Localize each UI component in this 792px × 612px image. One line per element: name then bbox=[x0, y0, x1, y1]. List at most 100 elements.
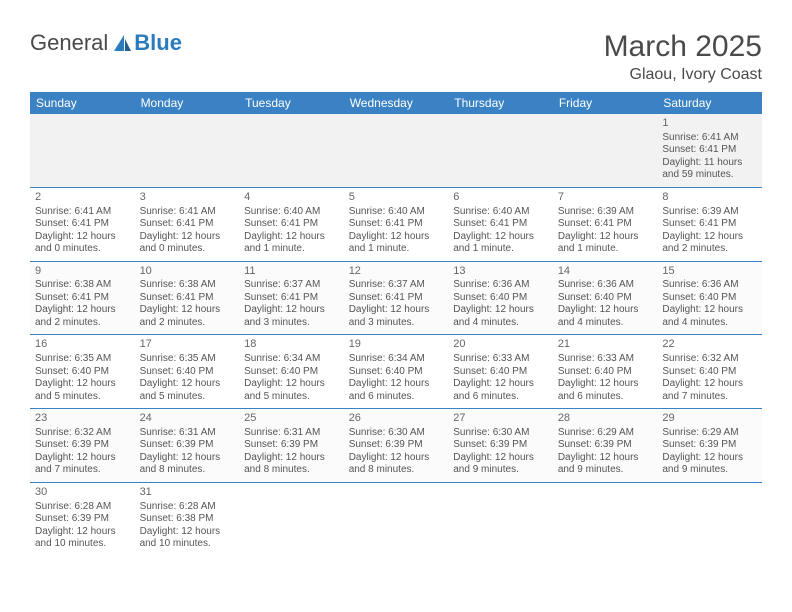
day-number: 1 bbox=[662, 117, 757, 131]
day-number: 21 bbox=[558, 338, 653, 352]
sunrise-text: Sunrise: 6:30 AM bbox=[349, 427, 444, 440]
calendar-day-cell: 4Sunrise: 6:40 AMSunset: 6:41 PMDaylight… bbox=[239, 187, 344, 261]
sunset-text: Sunset: 6:40 PM bbox=[453, 292, 548, 305]
calendar-day-cell: 6Sunrise: 6:40 AMSunset: 6:41 PMDaylight… bbox=[448, 187, 553, 261]
title-block: March 2025 Glaou, Ivory Coast bbox=[604, 30, 762, 84]
month-title: March 2025 bbox=[604, 30, 762, 64]
page-header: General Blue March 2025 Glaou, Ivory Coa… bbox=[30, 30, 762, 84]
calendar-day-cell bbox=[448, 114, 553, 187]
day-number: 23 bbox=[35, 412, 130, 426]
sunrise-text: Sunrise: 6:34 AM bbox=[244, 353, 339, 366]
calendar-day-cell: 29Sunrise: 6:29 AMSunset: 6:39 PMDayligh… bbox=[657, 409, 762, 483]
daylight-text: Daylight: 12 hours and 8 minutes. bbox=[140, 452, 235, 477]
location-subtitle: Glaou, Ivory Coast bbox=[604, 66, 762, 84]
day-number: 28 bbox=[558, 412, 653, 426]
calendar-day-cell bbox=[553, 114, 658, 187]
calendar-day-cell: 9Sunrise: 6:38 AMSunset: 6:41 PMDaylight… bbox=[30, 261, 135, 335]
sunrise-text: Sunrise: 6:31 AM bbox=[140, 427, 235, 440]
calendar-day-cell: 1Sunrise: 6:41 AMSunset: 6:41 PMDaylight… bbox=[657, 114, 762, 187]
sunset-text: Sunset: 6:41 PM bbox=[35, 292, 130, 305]
sunrise-text: Sunrise: 6:29 AM bbox=[558, 427, 653, 440]
sunset-text: Sunset: 6:40 PM bbox=[662, 366, 757, 379]
day-number: 16 bbox=[35, 338, 130, 352]
calendar-day-cell: 15Sunrise: 6:36 AMSunset: 6:40 PMDayligh… bbox=[657, 261, 762, 335]
weekday-header-row: Sunday Monday Tuesday Wednesday Thursday… bbox=[30, 92, 762, 114]
sunrise-text: Sunrise: 6:34 AM bbox=[349, 353, 444, 366]
sunrise-text: Sunrise: 6:28 AM bbox=[140, 501, 235, 514]
daylight-text: Daylight: 12 hours and 5 minutes. bbox=[244, 378, 339, 403]
day-number: 10 bbox=[140, 265, 235, 279]
day-number: 12 bbox=[349, 265, 444, 279]
daylight-text: Daylight: 12 hours and 4 minutes. bbox=[453, 304, 548, 329]
sunset-text: Sunset: 6:41 PM bbox=[662, 218, 757, 231]
calendar-body: 1Sunrise: 6:41 AMSunset: 6:41 PMDaylight… bbox=[30, 114, 762, 556]
sunset-text: Sunset: 6:39 PM bbox=[349, 439, 444, 452]
day-number: 27 bbox=[453, 412, 548, 426]
calendar-day-cell bbox=[239, 482, 344, 555]
day-number: 2 bbox=[35, 191, 130, 205]
calendar-day-cell: 8Sunrise: 6:39 AMSunset: 6:41 PMDaylight… bbox=[657, 187, 762, 261]
day-number: 15 bbox=[662, 265, 757, 279]
brand-logo: General Blue bbox=[30, 30, 182, 56]
day-number: 9 bbox=[35, 265, 130, 279]
weekday-header: Saturday bbox=[657, 92, 762, 114]
sunset-text: Sunset: 6:38 PM bbox=[140, 513, 235, 526]
sunrise-text: Sunrise: 6:33 AM bbox=[558, 353, 653, 366]
sunset-text: Sunset: 6:40 PM bbox=[662, 292, 757, 305]
calendar-day-cell: 16Sunrise: 6:35 AMSunset: 6:40 PMDayligh… bbox=[30, 335, 135, 409]
calendar-table: Sunday Monday Tuesday Wednesday Thursday… bbox=[30, 92, 762, 556]
daylight-text: Daylight: 12 hours and 4 minutes. bbox=[662, 304, 757, 329]
calendar-day-cell bbox=[344, 482, 449, 555]
daylight-text: Daylight: 12 hours and 9 minutes. bbox=[558, 452, 653, 477]
day-number: 29 bbox=[662, 412, 757, 426]
day-number: 22 bbox=[662, 338, 757, 352]
calendar-week-row: 1Sunrise: 6:41 AMSunset: 6:41 PMDaylight… bbox=[30, 114, 762, 187]
weekday-header: Friday bbox=[553, 92, 658, 114]
sunset-text: Sunset: 6:41 PM bbox=[453, 218, 548, 231]
calendar-page: General Blue March 2025 Glaou, Ivory Coa… bbox=[0, 0, 792, 566]
calendar-day-cell: 13Sunrise: 6:36 AMSunset: 6:40 PMDayligh… bbox=[448, 261, 553, 335]
sunset-text: Sunset: 6:41 PM bbox=[35, 218, 130, 231]
calendar-day-cell: 25Sunrise: 6:31 AMSunset: 6:39 PMDayligh… bbox=[239, 409, 344, 483]
sunset-text: Sunset: 6:41 PM bbox=[558, 218, 653, 231]
calendar-day-cell: 17Sunrise: 6:35 AMSunset: 6:40 PMDayligh… bbox=[135, 335, 240, 409]
sunset-text: Sunset: 6:39 PM bbox=[140, 439, 235, 452]
calendar-day-cell bbox=[344, 114, 449, 187]
sunset-text: Sunset: 6:41 PM bbox=[140, 292, 235, 305]
sunrise-text: Sunrise: 6:39 AM bbox=[662, 206, 757, 219]
sunrise-text: Sunrise: 6:35 AM bbox=[35, 353, 130, 366]
calendar-day-cell: 18Sunrise: 6:34 AMSunset: 6:40 PMDayligh… bbox=[239, 335, 344, 409]
sunrise-text: Sunrise: 6:30 AM bbox=[453, 427, 548, 440]
day-number: 26 bbox=[349, 412, 444, 426]
calendar-day-cell bbox=[135, 114, 240, 187]
day-number: 11 bbox=[244, 265, 339, 279]
sunset-text: Sunset: 6:39 PM bbox=[453, 439, 548, 452]
calendar-day-cell: 27Sunrise: 6:30 AMSunset: 6:39 PMDayligh… bbox=[448, 409, 553, 483]
calendar-week-row: 16Sunrise: 6:35 AMSunset: 6:40 PMDayligh… bbox=[30, 335, 762, 409]
sunrise-text: Sunrise: 6:36 AM bbox=[558, 279, 653, 292]
daylight-text: Daylight: 12 hours and 9 minutes. bbox=[453, 452, 548, 477]
calendar-day-cell: 12Sunrise: 6:37 AMSunset: 6:41 PMDayligh… bbox=[344, 261, 449, 335]
calendar-day-cell bbox=[239, 114, 344, 187]
sunset-text: Sunset: 6:40 PM bbox=[140, 366, 235, 379]
calendar-week-row: 2Sunrise: 6:41 AMSunset: 6:41 PMDaylight… bbox=[30, 187, 762, 261]
day-number: 31 bbox=[140, 486, 235, 500]
sunrise-text: Sunrise: 6:32 AM bbox=[662, 353, 757, 366]
daylight-text: Daylight: 12 hours and 2 minutes. bbox=[140, 304, 235, 329]
sunset-text: Sunset: 6:40 PM bbox=[558, 366, 653, 379]
calendar-day-cell: 23Sunrise: 6:32 AMSunset: 6:39 PMDayligh… bbox=[30, 409, 135, 483]
day-number: 17 bbox=[140, 338, 235, 352]
calendar-week-row: 9Sunrise: 6:38 AMSunset: 6:41 PMDaylight… bbox=[30, 261, 762, 335]
calendar-day-cell: 11Sunrise: 6:37 AMSunset: 6:41 PMDayligh… bbox=[239, 261, 344, 335]
day-number: 24 bbox=[140, 412, 235, 426]
day-number: 25 bbox=[244, 412, 339, 426]
day-number: 3 bbox=[140, 191, 235, 205]
sunset-text: Sunset: 6:41 PM bbox=[349, 218, 444, 231]
daylight-text: Daylight: 12 hours and 10 minutes. bbox=[140, 526, 235, 551]
calendar-day-cell bbox=[657, 482, 762, 555]
sunrise-text: Sunrise: 6:35 AM bbox=[140, 353, 235, 366]
sunset-text: Sunset: 6:41 PM bbox=[140, 218, 235, 231]
day-number: 6 bbox=[453, 191, 548, 205]
daylight-text: Daylight: 12 hours and 1 minute. bbox=[558, 231, 653, 256]
sunset-text: Sunset: 6:40 PM bbox=[453, 366, 548, 379]
